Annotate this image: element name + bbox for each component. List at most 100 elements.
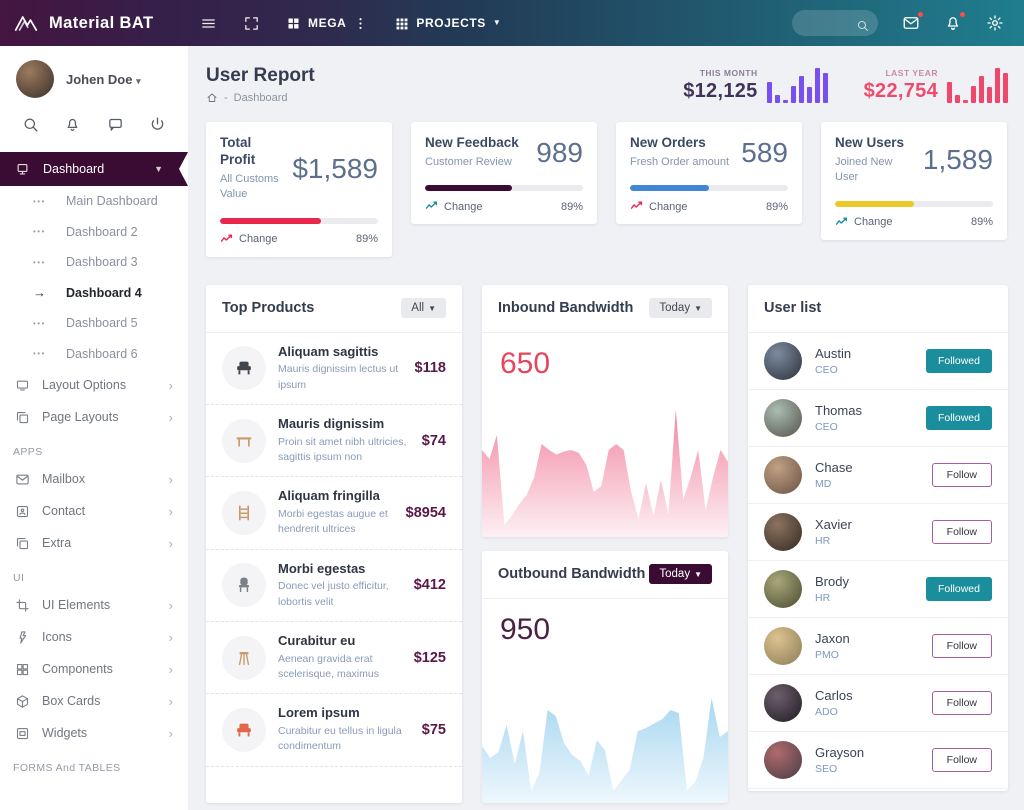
follow-button[interactable]: Follow [931,747,992,772]
followed-button[interactable]: Followed [925,348,992,373]
stat-progress-track [425,185,583,192]
projects-menu[interactable]: PROJECTS ▼ [394,15,501,30]
chair-icon [238,577,250,593]
home-icon[interactable] [206,92,218,104]
sidebar-item-ui-elements[interactable]: UI Elements › [0,589,188,621]
user-role: ADO [815,705,838,718]
user-name: Austin [815,345,852,361]
user-avatar [764,569,802,608]
sidebar-item-components[interactable]: Components › [0,653,188,685]
nav-section-label: FORMS And TABLES [13,762,121,774]
outbound-bandwidth-card: Outbound Bandwidth Today ▼ 950 [482,550,728,803]
content-grid: Top Products All ▼ Aliquam sagittis Mauris… [206,284,1008,803]
follow-button[interactable]: Follow [931,519,992,544]
sidebar-item-extra[interactable]: Extra › [0,527,188,559]
sidebar-item-box-cards[interactable]: Box Cards › [0,685,188,717]
stat-subtitle: All Customs Value [220,172,279,201]
messages-button[interactable] [902,11,923,32]
sidebar-item-dashboard-6[interactable]: ••• Dashboard 6 [33,346,138,361]
product-row[interactable]: Curabitur eu Aenean gravida erat sceleris… [206,622,462,695]
minichart-bar [774,95,780,103]
outbound-area-chart [482,697,728,803]
bandwidth-column: Inbound Bandwidth Today ▼ 650 Outbound Ba… [482,284,728,803]
notification-dot [960,11,965,17]
chevron-down-icon: ▼ [492,18,502,28]
sidebar-item-widgets[interactable]: Widgets › [0,717,188,749]
mega-menu[interactable]: MEGA [286,15,368,30]
sidebar-item-dashboard-4[interactable]: → Dashboard 4 [33,285,142,301]
product-price: $125 [413,649,446,666]
mail-icon [16,474,29,484]
product-row[interactable]: Lorem ipsum Curabitur eu tellus in ligula… [206,694,462,767]
mail-icon [903,16,919,29]
outbound-title: Outbound Bandwidth [498,566,646,583]
stat-progress-fill [835,200,914,207]
search-input[interactable] [801,17,856,29]
user-row: Austin CEO Followed [748,333,1008,390]
armchair-icon [237,723,251,737]
widgets-icon [16,727,29,739]
sidebar-item-mailbox[interactable]: Mailbox › [0,463,188,495]
minichart-bar [790,85,796,103]
sidebar-item-layout-options[interactable]: Layout Options › [0,369,188,401]
product-row[interactable]: Aliquam fringilla Morbi egestas augue et … [206,477,462,550]
quick-chat-button[interactable] [107,116,124,134]
quick-bell-button[interactable] [64,116,81,134]
brand[interactable]: Material BAT [0,10,188,36]
outbound-period-button[interactable]: Today ▼ [649,564,712,585]
sidebar-item-contact[interactable]: Contact › [0,495,188,527]
quick-search-button[interactable] [22,116,39,134]
notifications-button[interactable] [944,11,965,32]
stat-progress-track [630,185,788,192]
chat-icon [108,119,122,132]
chevron-right-icon: › [168,535,173,551]
sidebar-item-dashboard[interactable]: Dashboard ▼ [0,152,188,186]
grid4-icon [288,18,299,29]
product-row[interactable]: Mauris dignissim Proin sit amet nibh ultr… [206,405,462,478]
outbound-value: 950 [500,612,551,646]
product-name: Morbi egestas [278,560,366,576]
follow-button[interactable]: Follow [931,633,992,658]
follow-button[interactable]: Follow [931,690,992,715]
last-year-stat: LAST YEAR $22,754 [864,65,1008,103]
user-profile[interactable]: Johen Doe ▾ [0,46,188,108]
minichart-bar [987,87,992,103]
product-price: $8954 [405,504,446,521]
top-products-card: Top Products All ▼ Aliquam sagittis Mauris… [206,284,462,803]
sidebar-item-dashboard-3[interactable]: ••• Dashboard 3 [33,255,138,270]
stat-change: Change [630,200,688,213]
chevron-right-icon: › [168,597,173,613]
followed-button[interactable]: Followed [925,405,992,430]
avatar[interactable] [16,60,54,98]
monitor-icon [16,380,29,390]
product-row[interactable]: Morbi egestas Donec vel justo efficitur, … [206,550,462,622]
navbar-search[interactable] [792,10,878,36]
chevron-right-icon: › [168,377,173,393]
product-list: Aliquam sagittis Mauris dignissim lectus … [206,333,462,767]
product-price: $75 [421,721,446,738]
quick-power-button[interactable] [149,116,166,134]
products-filter-button[interactable]: All ▼ [401,298,446,319]
grid9-icon [396,18,408,30]
product-name: Curabitur eu [278,632,356,648]
breadcrumb-item[interactable]: Dashboard [233,91,288,104]
settings-button[interactable] [986,14,1004,32]
stat-value: 589 [741,136,788,168]
product-row[interactable]: Aliquam sagittis Mauris dignissim lectus … [206,333,462,405]
followed-button[interactable]: Followed [925,576,992,601]
sidebar-item-dashboard-2[interactable]: ••• Dashboard 2 [33,224,138,239]
inbound-period-button[interactable]: Today ▼ [649,298,712,319]
table-icon [236,436,252,447]
chevron-right-icon: › [168,629,173,645]
sidebar-item-dashboard-5[interactable]: ••• Dashboard 5 [33,316,138,331]
user-name: Chase [815,459,853,475]
sidebar-item-icons[interactable]: Icons › [0,621,188,653]
fullscreen-icon[interactable] [243,15,260,32]
menu-toggle-icon[interactable] [200,15,217,32]
brand-name: Material BAT [49,13,154,32]
sidebar-item-page-layouts[interactable]: Page Layouts › [0,401,188,433]
last-year-value: $22,754 [863,80,938,102]
product-desc: Mauris dignissim lectus ut ipsum [278,363,399,391]
follow-button[interactable]: Follow [931,462,992,487]
sidebar-item-main-dashboard[interactable]: ••• Main Dashboard [33,194,158,209]
